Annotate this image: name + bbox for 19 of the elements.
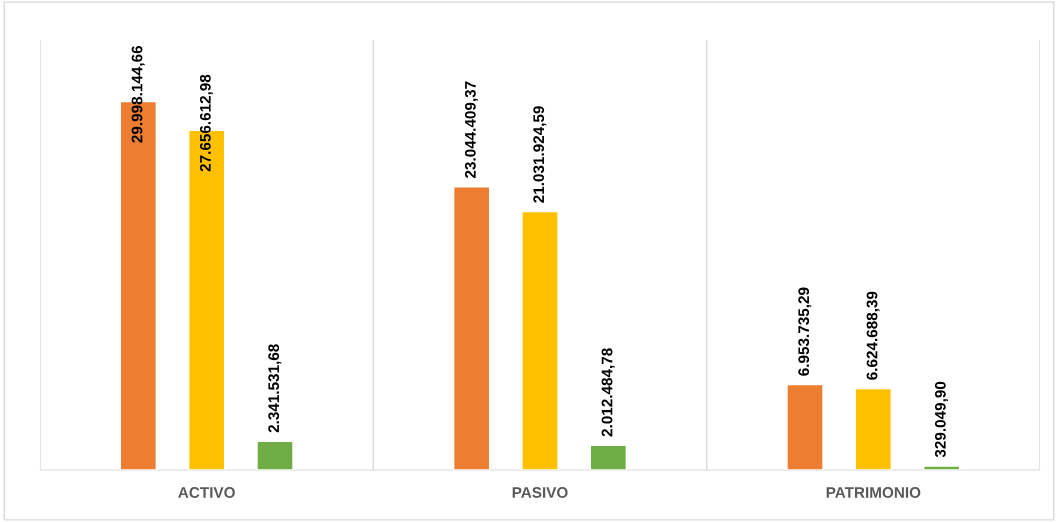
- data-label: 6.953.735,29: [798, 287, 812, 376]
- data-label: 27.656.612,98: [199, 74, 213, 172]
- data-label: 329.049,90: [934, 381, 948, 458]
- data-label: 6.624.688,39: [866, 291, 880, 380]
- data-label: 23.044.409,37: [464, 81, 478, 179]
- data-label: 29.998.144,66: [131, 45, 145, 143]
- bar: [452, 186, 491, 470]
- data-label: 2.012.484,78: [601, 348, 615, 437]
- bar: [922, 465, 961, 470]
- bar: [589, 444, 628, 470]
- bar: [786, 383, 824, 470]
- data-label: 21.031.924,59: [533, 106, 547, 203]
- x-tick-label: ACTIVO: [178, 487, 235, 498]
- bar: [854, 387, 893, 470]
- x-tick-label: PASIVO: [512, 487, 568, 498]
- x-tick-label: PATRIMONIO: [826, 487, 921, 498]
- bar: [256, 440, 294, 470]
- bar: [521, 210, 559, 470]
- data-label: 2.341.531,68: [268, 344, 282, 433]
